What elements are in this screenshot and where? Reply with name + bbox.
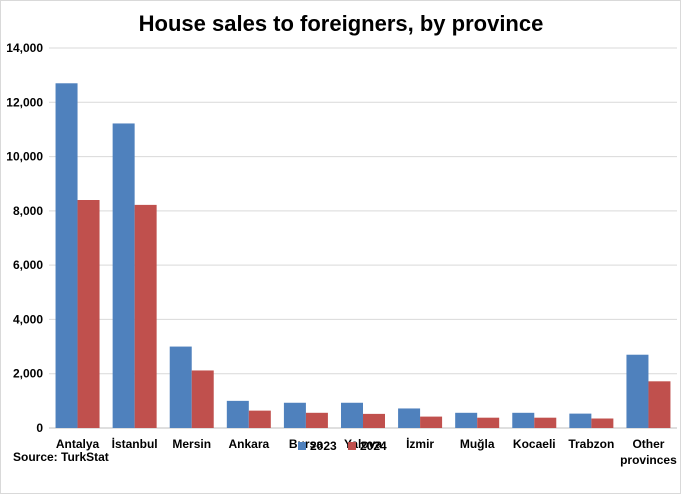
- legend-swatch-2023: [298, 442, 306, 450]
- bar-2024-2: [191, 370, 214, 428]
- y-tick-label: 2,000: [13, 367, 43, 381]
- x-category-label-line: İstanbul: [112, 436, 158, 451]
- y-tick-label: 12,000: [6, 95, 43, 109]
- legend-label-2023: 2023: [310, 439, 337, 453]
- y-tick-label: 10,000: [6, 150, 43, 164]
- bar-2024-5: [363, 413, 385, 428]
- bar-2023-0: [55, 83, 78, 429]
- y-axis: 0 2,000 4,000 6,000 8,000 10,000 12,000 14,000: [6, 41, 43, 435]
- y-tick-label: 4,000: [13, 312, 43, 326]
- x-category-label-line: Antalya: [56, 437, 100, 451]
- bar-2023-6: [398, 408, 421, 428]
- bar-2023-4: [283, 402, 306, 428]
- y-tick-label: 6,000: [13, 258, 43, 272]
- bar-2023-1: [112, 123, 135, 428]
- bar-2024-8: [534, 417, 557, 428]
- bar-2024-0: [77, 200, 100, 428]
- bar-2024-1: [134, 204, 157, 428]
- legend: 2023 2024: [298, 439, 387, 453]
- bar-2023-2: [169, 346, 192, 428]
- x-category-label-line: Trabzon: [568, 437, 614, 451]
- legend-swatch-2024: [348, 442, 356, 450]
- y-tick-label: 8,000: [13, 204, 43, 218]
- x-category-label-line: Muğla: [460, 437, 495, 451]
- x-category-label-line: Other: [632, 437, 664, 451]
- bar-2024-10: [648, 381, 671, 428]
- x-category-label: Antalya: [56, 437, 100, 451]
- x-category-label-line: Bursa: [289, 437, 323, 451]
- bar-2024-6: [420, 416, 443, 428]
- bar-2023-7: [455, 412, 478, 428]
- bar-2023-5: [341, 402, 363, 428]
- x-category-label: Mersin: [172, 437, 211, 451]
- x-category-label: Bursa: [289, 437, 323, 451]
- x-category-label-line: İzmir: [406, 436, 434, 451]
- x-category-label-line: Ankara: [228, 437, 269, 451]
- x-category-label-line: Mersin: [172, 437, 211, 451]
- x-category-label-line: Kocaeli: [513, 437, 556, 451]
- chart-title: House sales to foreigners, by province: [139, 11, 544, 36]
- bar-2024-9: [591, 418, 614, 428]
- x-category-label: Trabzon: [568, 437, 614, 451]
- bar-2024-4: [305, 412, 328, 428]
- bar-2023-9: [569, 413, 592, 428]
- y-tick-label: 14,000: [6, 41, 43, 55]
- bars: [55, 83, 671, 429]
- x-category-label: Kocaeli: [513, 437, 556, 451]
- x-category-label: İzmir: [406, 436, 434, 451]
- bar-2024-3: [248, 410, 271, 428]
- legend-label-2024: 2024: [360, 439, 387, 453]
- x-category-label: Ankara: [228, 437, 269, 451]
- x-category-label-line: provinces: [620, 453, 677, 467]
- bar-2023-10: [626, 354, 649, 428]
- source-note: Source: TurkStat: [13, 450, 109, 464]
- x-category-label: Other provinces: [620, 437, 677, 467]
- bar-2023-8: [512, 412, 535, 428]
- bar-2024-7: [477, 417, 500, 428]
- x-category-label: Muğla: [460, 437, 495, 451]
- x-category-label: İstanbul: [112, 436, 158, 451]
- bar-2023-3: [226, 400, 249, 428]
- y-tick-label: 0: [36, 421, 43, 435]
